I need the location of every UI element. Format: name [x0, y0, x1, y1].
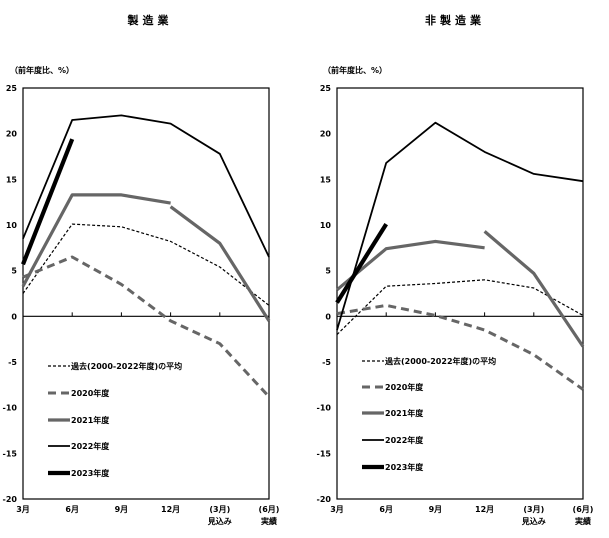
y-tick-label: -5 — [322, 358, 331, 367]
x-tick-sublabel: 見込み — [207, 516, 232, 526]
series-line-2020- — [22, 255, 271, 398]
y-tick-label: 25 — [320, 84, 332, 93]
x-tick-sublabel: 実績 — [261, 516, 277, 526]
y-axis-unit-label: （前年度比、%） — [323, 65, 387, 75]
x-tick-label: (6月) — [573, 505, 594, 514]
y-tick-label: 10 — [320, 221, 332, 230]
x-tick-label: 9月 — [115, 505, 129, 514]
series-line-2020- — [336, 303, 584, 391]
y-tick-label: -20 — [3, 495, 18, 504]
y-tick-label: 20 — [6, 130, 18, 139]
x-tick-label: 3月 — [16, 505, 30, 514]
legend-label: 過去(2000-2022年度)の平均 — [384, 356, 496, 366]
y-tick-label: 15 — [6, 175, 18, 184]
legend-label: 2020年度 — [385, 382, 424, 392]
y-tick-label: -5 — [8, 358, 17, 367]
y-tick-label: 25 — [6, 84, 18, 93]
y-tick-label: 0 — [11, 312, 17, 321]
y-tick-label: -15 — [317, 449, 332, 458]
legend-label: 2021年度 — [385, 408, 424, 418]
legend-label: 2020年度 — [71, 388, 110, 398]
x-tick-label: (3月) — [209, 505, 230, 514]
x-tick-sublabel: 見込み — [521, 516, 546, 526]
series-line--2000-2022- — [22, 223, 270, 306]
series-line-2021- — [483, 230, 585, 348]
series-line-2022- — [22, 114, 270, 258]
x-tick-label: 3月 — [330, 505, 344, 514]
series-line-2023- — [335, 222, 388, 304]
y-tick-label: 15 — [320, 175, 332, 184]
legend-label: 過去(2000-2022年度)の平均 — [70, 361, 182, 371]
y-tick-label: -15 — [3, 449, 18, 458]
series-line-2023- — [21, 138, 75, 266]
y-tick-label: 20 — [320, 130, 332, 139]
legend-label: 2023年度 — [71, 468, 110, 478]
x-tick-label: (3月) — [523, 505, 544, 514]
x-tick-label: 6月 — [65, 505, 79, 514]
series-line--2000-2022- — [336, 279, 584, 336]
y-tick-label: 0 — [325, 312, 331, 321]
legend-label: 2021年度 — [71, 415, 110, 425]
series-line-2022- — [336, 121, 584, 331]
y-tick-label: -10 — [3, 404, 18, 413]
y-tick-label: 5 — [325, 267, 331, 276]
chart-title: 製造業 — [127, 13, 173, 27]
x-tick-label: 12月 — [161, 505, 180, 514]
series-line-2021- — [335, 239, 485, 292]
x-tick-label: 6月 — [379, 505, 393, 514]
y-axis-unit-label: （前年度比、%） — [10, 65, 74, 75]
chart-title: 非製造業 — [425, 13, 485, 27]
legend-label: 2022年度 — [71, 441, 110, 451]
plot-frame — [336, 87, 584, 500]
y-tick-label: -10 — [317, 404, 332, 413]
x-tick-label: (6月) — [259, 505, 280, 514]
legend-label: 2023年度 — [385, 462, 424, 472]
y-tick-label: -20 — [317, 495, 332, 504]
series-line-2021- — [21, 193, 171, 287]
y-tick-label: 10 — [6, 221, 18, 230]
y-tick-label: 5 — [11, 267, 17, 276]
series-line-2021- — [169, 205, 271, 322]
legend-label: 2022年度 — [385, 435, 424, 445]
x-tick-label: 12月 — [475, 505, 494, 514]
x-tick-label: 9月 — [429, 505, 443, 514]
x-tick-sublabel: 実績 — [575, 516, 591, 526]
